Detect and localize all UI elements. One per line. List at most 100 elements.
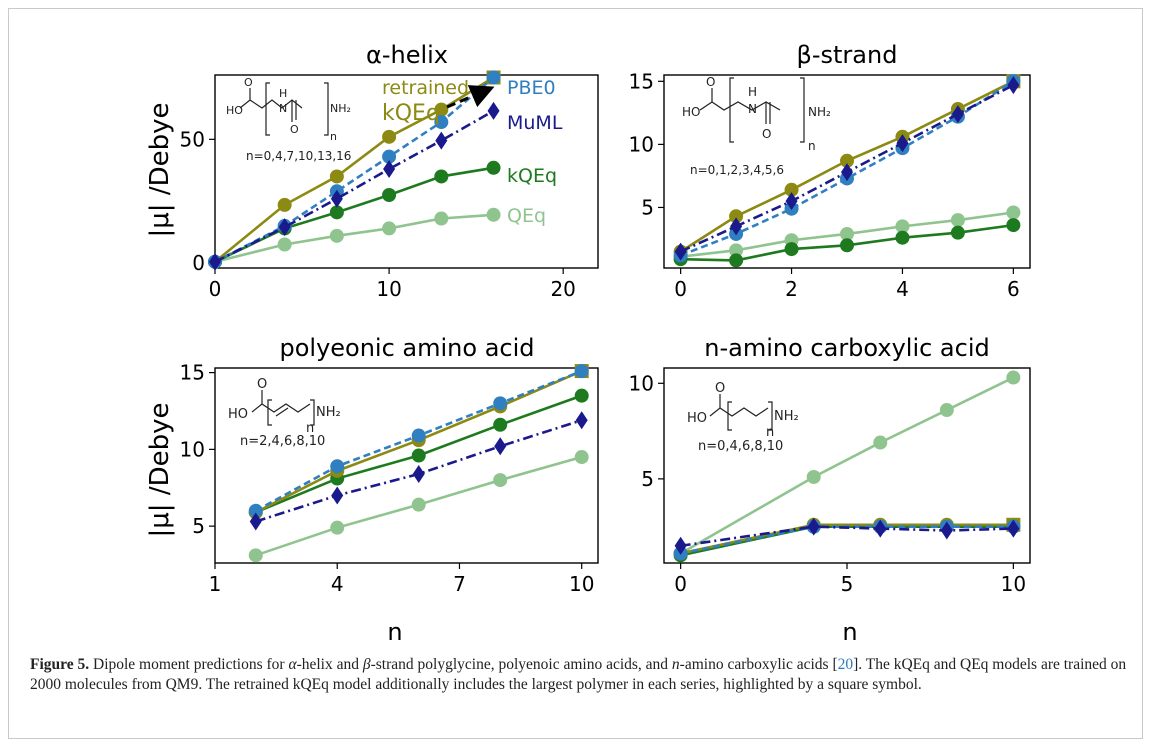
point-kqeq: [411, 448, 426, 463]
point-pbe0: [574, 364, 589, 379]
point-qeq: [277, 237, 292, 252]
point-muml: [575, 411, 588, 430]
point-muml: [412, 464, 425, 483]
point-qeq: [939, 403, 954, 418]
point-kqeq: [729, 253, 744, 268]
point-pbe0: [486, 70, 501, 85]
point-muml: [874, 519, 887, 538]
svg-text:HO: HO: [226, 104, 243, 117]
point-muml: [494, 437, 507, 456]
caption-reference-link[interactable]: 20: [837, 656, 854, 673]
y-tick-label: 5: [192, 514, 205, 538]
x-tick-label: 2: [785, 277, 798, 301]
legend-pbe0: PBE0: [507, 77, 556, 99]
plot-frame: [214, 367, 599, 564]
svg-text:O: O: [244, 76, 253, 89]
panel-title: β-strand: [797, 41, 898, 69]
point-kqeq: [329, 205, 344, 220]
point-pbe0: [493, 396, 508, 411]
caption-label: Figure 5.: [30, 656, 90, 673]
y-tick-label: 10: [629, 371, 654, 395]
point-qeq: [493, 473, 508, 488]
svg-text:n: n: [766, 425, 774, 440]
molecule-beta-strand-labels: O HO HN O NH₂ n: [682, 75, 831, 153]
molecule-label-alpha-helix: n=0,4,7,10,13,16: [246, 149, 351, 163]
point-qeq: [486, 207, 501, 222]
panel-n-amino-carboxylic-acid: n-amino carboxylic acid 0 5 10 5 10: [629, 334, 1031, 596]
x-tick-label: 5: [841, 572, 854, 596]
point-kqeq: [840, 238, 854, 253]
panel-title: α-helix: [366, 41, 448, 69]
point-qeq: [248, 548, 263, 563]
point-muml: [730, 217, 743, 236]
x-tick-label: 0: [674, 277, 687, 301]
panel-beta-strand: β-strand 0 2 4 6 5 10 15: [629, 41, 1031, 301]
point-kqeq: [895, 230, 910, 245]
point-retrained: [840, 153, 854, 168]
point-muml: [249, 512, 262, 531]
figure-frame: [8, 8, 1143, 739]
point-muml: [807, 517, 820, 536]
point-muml: [209, 252, 221, 271]
point-retrained: [277, 197, 292, 212]
x-tick-label: 4: [331, 572, 344, 596]
molecule-beta-strand-icon: [699, 77, 805, 143]
panel-title: n-amino carboxylic acid: [704, 334, 989, 362]
figure-caption: Figure 5. Dipole moment predictions for …: [30, 655, 1130, 695]
point-kqeq: [950, 225, 965, 240]
point-muml: [674, 536, 687, 555]
point-muml: [383, 160, 396, 179]
point-muml: [940, 521, 953, 540]
series-line-qeq: [214, 213, 494, 264]
svg-text:N: N: [748, 102, 757, 116]
point-muml: [951, 105, 964, 124]
caption-text-5: ]. The kQEq and QEq models are trained o…: [30, 656, 1127, 693]
x-tick-label: 7: [453, 572, 466, 596]
svg-text:n: n: [808, 139, 816, 153]
caption-text-3: -strand polyglycine, polyenoic amino aci…: [370, 656, 672, 673]
molecule-alpha-helix-labels: O HO HN O NH₂ n: [226, 76, 351, 143]
y-tick-label: 5: [641, 195, 654, 219]
svg-text:NH₂: NH₂: [330, 102, 351, 115]
point-qeq: [950, 213, 965, 228]
point-kqeq: [434, 169, 449, 184]
svg-text:O: O: [290, 123, 299, 136]
point-qeq: [329, 228, 344, 243]
point-qeq: [895, 219, 910, 234]
legend: retrained kQEq PBE0 MuML kQEq QEq: [382, 77, 563, 227]
legend-arrow: [446, 85, 495, 109]
legend-retrained-line2: kQEq: [382, 101, 440, 126]
y-tick-label: 50: [180, 127, 205, 151]
point-retrained: [382, 129, 397, 144]
svg-text:O: O: [762, 127, 771, 141]
svg-text:n: n: [306, 421, 314, 436]
panel-polyeonic-amino-acid: polyeonic amino acid 1 4 7 10 5 10 15: [180, 334, 599, 596]
point-qeq: [806, 469, 821, 484]
point-muml: [785, 192, 798, 211]
caption-beta: β: [362, 656, 371, 673]
point-qeq: [729, 243, 744, 258]
point-muml: [674, 242, 687, 261]
y-tick-label: 15: [629, 69, 654, 93]
point-qeq: [382, 221, 397, 236]
point-qeq: [434, 211, 449, 226]
molecule-polyeonic-icon: [251, 390, 315, 426]
molecule-label-amino-carboxylic: n=0,4,6,8,10: [698, 439, 783, 454]
point-muml: [331, 486, 344, 505]
point-pbe0: [248, 503, 263, 518]
y-axis-label-bottom: |μ| /Debye: [145, 403, 175, 538]
x-tick-label: 20: [550, 277, 575, 301]
y-tick-label: 5: [641, 467, 654, 491]
point-qeq: [1006, 205, 1021, 220]
point-retrained: [729, 209, 744, 224]
y-tick-label: 15: [180, 361, 205, 385]
svg-text:HO: HO: [687, 411, 707, 426]
point-qeq: [411, 497, 426, 512]
legend-retrained-line1: retrained: [382, 77, 469, 99]
x-tick-label: 0: [674, 572, 687, 596]
series-line-pbe0: [214, 76, 495, 263]
x-tick-label: 4: [896, 277, 909, 301]
